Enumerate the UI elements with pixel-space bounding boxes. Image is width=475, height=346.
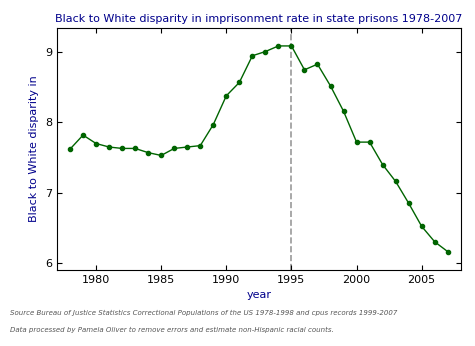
Text: Data processed by Pamela Oliver to remove errors and estimate non-Hispanic racia: Data processed by Pamela Oliver to remov… [10,327,333,333]
Text: Source Bureau of Justice Statistics Correctional Populations of the US 1978-1998: Source Bureau of Justice Statistics Corr… [10,310,397,316]
X-axis label: year: year [247,290,271,300]
Title: Black to White disparity in imprisonment rate in state prisons 1978-2007: Black to White disparity in imprisonment… [55,14,463,24]
Y-axis label: Black to White disparity in: Black to White disparity in [29,75,39,222]
